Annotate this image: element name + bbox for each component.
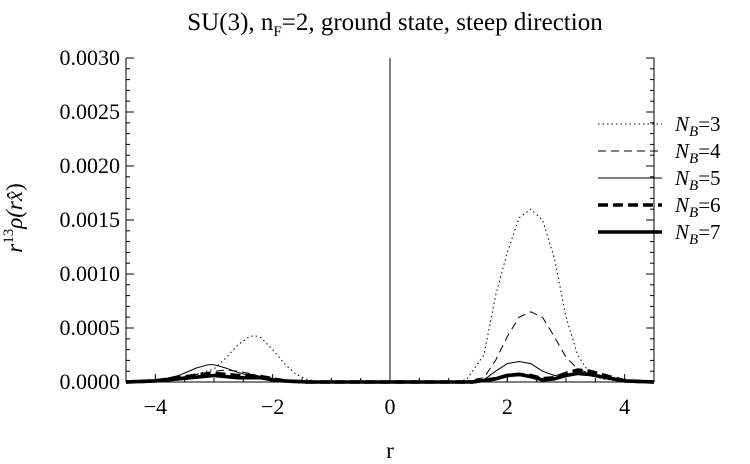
y-axis-ticks: 0.0000 0.0005 0.0010 0.0015 0.0020 0.0025 0.00…	[60, 45, 654, 394]
legend-sub: B	[689, 151, 698, 167]
x-axis-ticks: −4 −2 0 2 4	[125, 374, 655, 419]
plot-frame	[125, 58, 655, 383]
title-main: SU(3), n	[187, 9, 274, 36]
legend-entry-label: NB=5	[674, 166, 721, 194]
title-rest: =2, ground state, steep direction	[282, 9, 603, 36]
legend-entry-label: NB=4	[674, 139, 721, 167]
y-label-close: )	[2, 183, 27, 191]
legend-base: N	[674, 193, 690, 217]
series-layer	[125, 208, 655, 384]
chart-title: SU(3), nF=2, ground state, steep directi…	[187, 9, 603, 40]
y-label-rho: ρ(r	[2, 200, 27, 230]
y-tick-label: 0.0015	[60, 207, 121, 232]
legend-entry-label: NB=3	[674, 112, 721, 140]
legend: NB=3NB=4NB=5NB=6NB=7	[598, 112, 721, 248]
legend-sub: B	[689, 178, 698, 194]
x-tick-label: 2	[502, 394, 513, 419]
title-sub: F	[273, 24, 281, 40]
legend-sub: B	[689, 232, 698, 248]
legend-base: N	[674, 166, 690, 190]
series-line-nb7	[125, 371, 655, 384]
legend-rest: =4	[698, 139, 721, 163]
legend-base: N	[674, 112, 690, 136]
x-tick-label: −4	[144, 394, 167, 419]
x-tick-label: 0	[385, 394, 396, 419]
legend-sub: B	[689, 205, 698, 221]
legend-entry-label: NB=7	[674, 220, 721, 248]
legend-rest: =7	[698, 220, 720, 244]
series-line-nb3	[125, 208, 655, 383]
legend-entry-label: NB=6	[674, 193, 721, 221]
y-tick-label: 0.0000	[60, 369, 121, 394]
y-tick-label: 0.0025	[60, 99, 121, 124]
legend-base: N	[674, 220, 690, 244]
x-tick-label: 4	[619, 394, 630, 419]
legend-rest: =3	[698, 112, 720, 136]
y-tick-label: 0.0030	[60, 45, 121, 70]
y-tick-label: 0.0005	[60, 315, 121, 340]
x-tick-label: −2	[261, 394, 284, 419]
series-line-nb4	[125, 311, 655, 383]
y-label-hat: x̂	[2, 190, 27, 202]
legend-rest: =5	[698, 166, 720, 190]
legend-sub: B	[689, 124, 698, 140]
y-label-sup: 13	[1, 229, 17, 244]
legend-rest: =6	[698, 193, 720, 217]
x-axis-label: r	[386, 438, 394, 463]
y-label-r: r	[2, 243, 27, 253]
y-tick-label: 0.0020	[60, 153, 121, 178]
y-tick-label: 0.0010	[60, 261, 121, 286]
y-axis-label: r13ρ(rx̂)	[1, 183, 27, 253]
legend-base: N	[674, 139, 690, 163]
